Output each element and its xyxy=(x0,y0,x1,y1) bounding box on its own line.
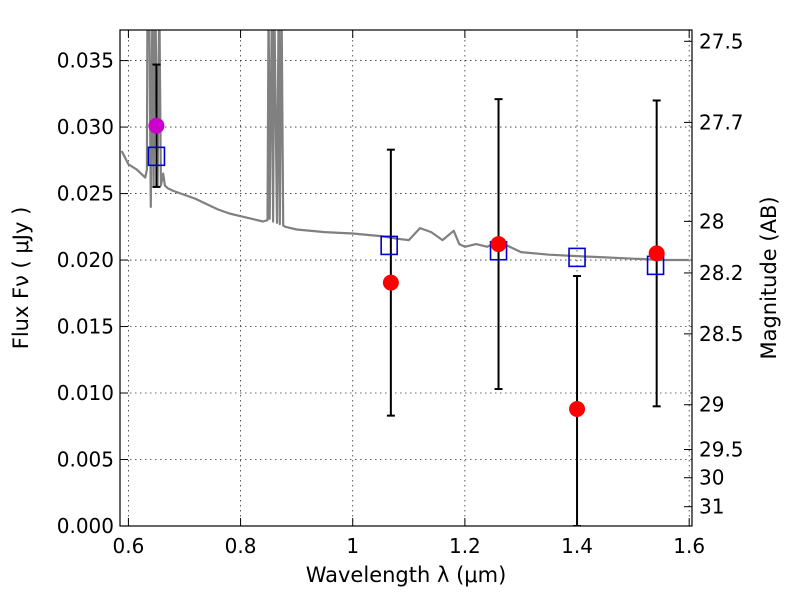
y2-tick-label: 27.5 xyxy=(699,29,744,53)
plot-area xyxy=(120,30,692,526)
marker-layer xyxy=(147,117,665,417)
y2-tick-label: 27.7 xyxy=(699,110,744,134)
model-square-marker xyxy=(568,247,586,268)
x-axis-title: Wavelength λ (μm) xyxy=(306,563,507,587)
y-tick-label: 0.010 xyxy=(57,381,114,405)
y2-tick-label: 28 xyxy=(699,209,724,233)
observed-marker xyxy=(382,274,399,291)
y-tick-label: 0.025 xyxy=(57,182,114,206)
observed-marker xyxy=(490,236,507,253)
x-tick-label: 1.4 xyxy=(561,534,593,558)
line-layer xyxy=(120,30,690,262)
y2-axis-title: Magnitude (AB) xyxy=(757,196,781,359)
y2-tick-label: 28.2 xyxy=(699,261,744,285)
x-tick-label: 1.6 xyxy=(673,534,705,558)
observed-marker xyxy=(569,400,586,417)
grid xyxy=(120,30,692,527)
x-tick-label: 1.2 xyxy=(449,534,481,558)
y-tick-label: 0.035 xyxy=(57,49,114,73)
x-tick-label: 0.6 xyxy=(113,534,145,558)
y2-tick-label: 29 xyxy=(699,393,724,417)
x-tick-label: 0.8 xyxy=(225,534,257,558)
x-tick-label: 1 xyxy=(346,534,359,558)
y-tick-label: 0.015 xyxy=(57,315,114,339)
plot-frame xyxy=(119,29,693,527)
y2-tick-label: 28.5 xyxy=(699,322,744,346)
spectrum-line xyxy=(120,30,690,262)
y2-tick-label: 31 xyxy=(699,495,724,519)
y-tick-label: 0.005 xyxy=(57,448,114,472)
y-tick-label: 0.030 xyxy=(57,115,114,139)
model-square-marker xyxy=(147,146,166,167)
y-tick-label: 0.000 xyxy=(57,514,114,538)
y2-tick-label: 29.5 xyxy=(699,438,744,462)
tick-layer xyxy=(120,30,692,527)
tick-label-layer: 0.8 1 1.2 1.4 1.6 0.60.000 0.005 0.010 0.015 0.02… xyxy=(57,29,744,558)
model-square-marker xyxy=(380,235,398,256)
y-tick-label: 0.020 xyxy=(57,248,114,272)
plot-content xyxy=(120,30,690,526)
observed-band-marker xyxy=(148,117,165,134)
y2-tick-label: 30 xyxy=(699,466,724,490)
y-axis-title: Flux Fν ( μJy ) xyxy=(9,207,33,350)
observed-marker xyxy=(648,245,665,262)
